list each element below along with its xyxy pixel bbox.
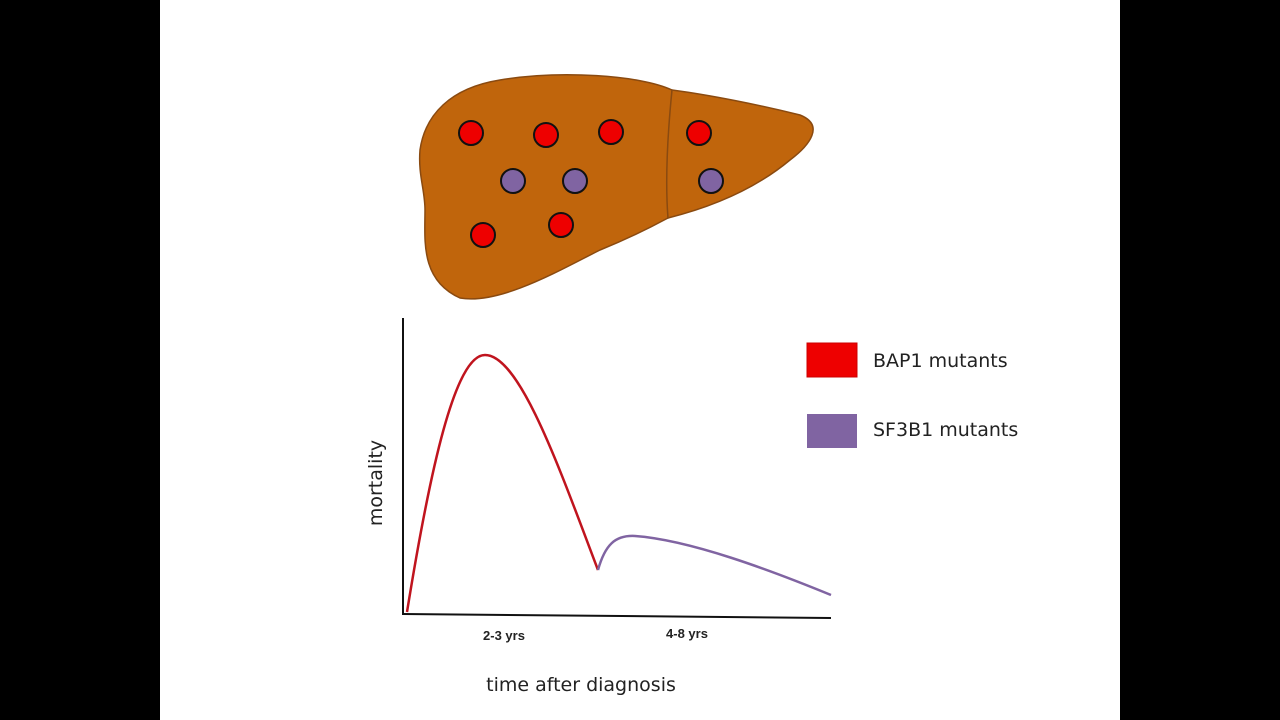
plot: mortality 2-3 yrs 4-8 yrs time after dia… — [365, 318, 832, 696]
bap1-dot — [470, 222, 496, 248]
bap1-dot — [533, 122, 559, 148]
legend-swatch — [807, 414, 857, 448]
bap1-curve — [405, 353, 600, 613]
legend-swatch — [806, 342, 858, 378]
legend: BAP1 mutants SF3B1 mutants — [806, 342, 1018, 448]
sf3b1-curve — [596, 534, 832, 597]
x-axis-label: time after diagnosis — [486, 674, 676, 696]
bap1-dot — [548, 212, 574, 238]
bap1-dot — [458, 120, 484, 146]
legend-label: SF3B1 mutants — [873, 419, 1018, 441]
x-axis — [402, 613, 832, 619]
sf3b1-dot — [562, 168, 588, 194]
sf3b1-dot — [698, 168, 724, 194]
y-axis-label: mortality — [365, 440, 387, 526]
x-tick-label: 2-3 yrs — [483, 628, 525, 643]
legend-label: BAP1 mutants — [873, 350, 1008, 372]
sf3b1-dot — [500, 168, 526, 194]
bap1-dot — [598, 119, 624, 145]
liver — [418, 74, 814, 300]
x-tick-label: 4-8 yrs — [666, 626, 708, 641]
bap1-dot — [686, 120, 712, 146]
